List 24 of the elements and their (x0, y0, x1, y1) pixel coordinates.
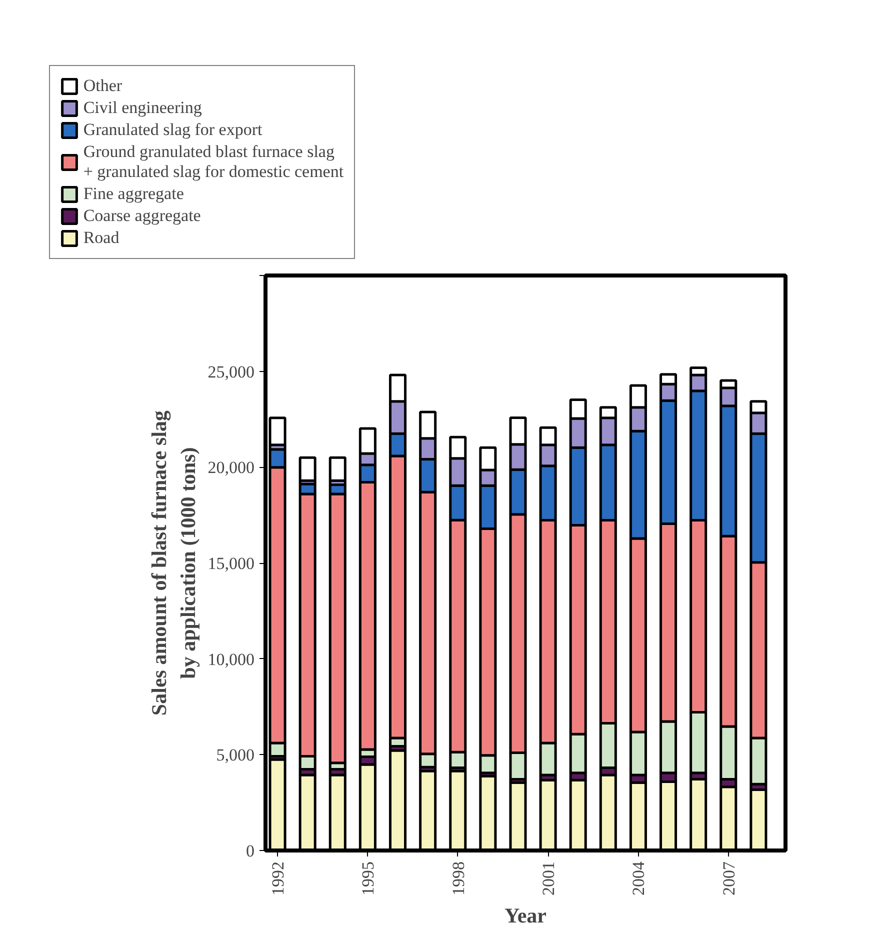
bar (328, 456, 346, 482)
y-tick-label: 0 (246, 842, 254, 860)
x-tick-label: 1992 (268, 862, 288, 896)
y-tick-label: 25,000 (208, 362, 254, 382)
y-tick-label: 20,000 (208, 458, 254, 478)
legend-label: Civil engineering (83, 98, 202, 118)
bar (298, 456, 316, 482)
x-tick-label: 2001 (539, 862, 558, 896)
x-tick-label: 2004 (629, 861, 648, 896)
x-tick-label: 1998 (448, 862, 468, 896)
x-axis-title: Year (504, 904, 546, 928)
y-tick-label: 10,000 (208, 650, 254, 669)
legend-label: Fine aggregate (83, 184, 184, 204)
legend-label: Other (83, 76, 122, 96)
legend-label: Ground granulated blast furnace slag + granulated slag for domestic cement (83, 142, 344, 182)
y-tick-label: 5,000 (216, 746, 254, 765)
y-tick-label: 15,000 (208, 554, 254, 573)
x-tick-label: 2007 (719, 861, 738, 896)
legend-label: Coarse aggregate (83, 206, 201, 226)
x-tick-label: 1995 (358, 862, 378, 896)
legend-label: Road (83, 228, 120, 248)
legend-label: Granulated slag for export (83, 120, 262, 140)
bar (268, 416, 286, 446)
y-axis-title: Sales amount of blast furnace slag by application (1000 tons) (146, 410, 200, 716)
